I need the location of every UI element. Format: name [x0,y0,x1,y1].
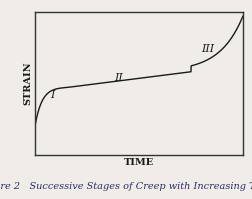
Text: III: III [201,44,214,54]
X-axis label: TIME: TIME [123,158,154,167]
Text: Figure 2   Successive Stages of Creep with Increasing Time: Figure 2 Successive Stages of Creep with… [0,182,252,191]
Text: II: II [114,73,122,83]
Y-axis label: STRAIN: STRAIN [23,62,33,105]
Text: I: I [50,90,54,100]
